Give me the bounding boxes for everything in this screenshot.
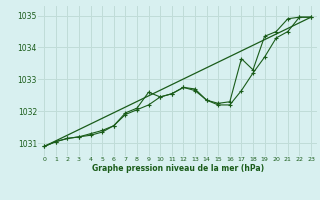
X-axis label: Graphe pression niveau de la mer (hPa): Graphe pression niveau de la mer (hPa) xyxy=(92,164,264,173)
